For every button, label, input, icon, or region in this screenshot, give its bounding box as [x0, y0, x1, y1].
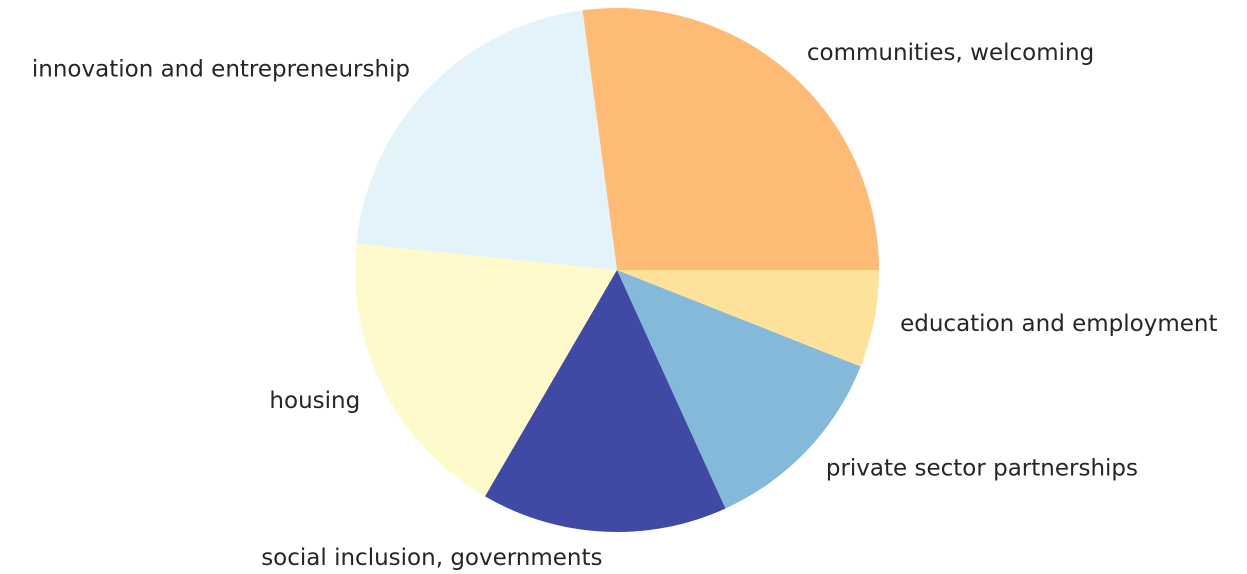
pie-slice-private-sector-partnerships: [617, 270, 861, 509]
pie-slice-housing: [354, 243, 617, 497]
pie-slice-communities-welcoming: [582, 8, 879, 271]
pie-slices: [354, 8, 879, 533]
pie-slice-education-and-employment: [617, 270, 879, 367]
pie-label-innovation-and-entrepreneurship: innovation and entrepreneurship: [32, 56, 410, 82]
pie-label-housing: housing: [269, 388, 360, 414]
pie-slice-innovation-and-entrepreneurship: [356, 10, 617, 271]
pie-label-communities-welcoming: communities, welcoming: [807, 40, 1094, 66]
pie-slice-social-inclusion-governments: [485, 270, 726, 533]
pie-label-social-inclusion-governments: social inclusion, governments: [261, 545, 602, 571]
pie-label-private-sector-partnerships: private sector partnerships: [826, 456, 1138, 482]
pie-labels: communities, welcoming innovation and ent…: [32, 40, 1218, 571]
pie-label-education-and-employment: education and employment: [900, 311, 1217, 337]
